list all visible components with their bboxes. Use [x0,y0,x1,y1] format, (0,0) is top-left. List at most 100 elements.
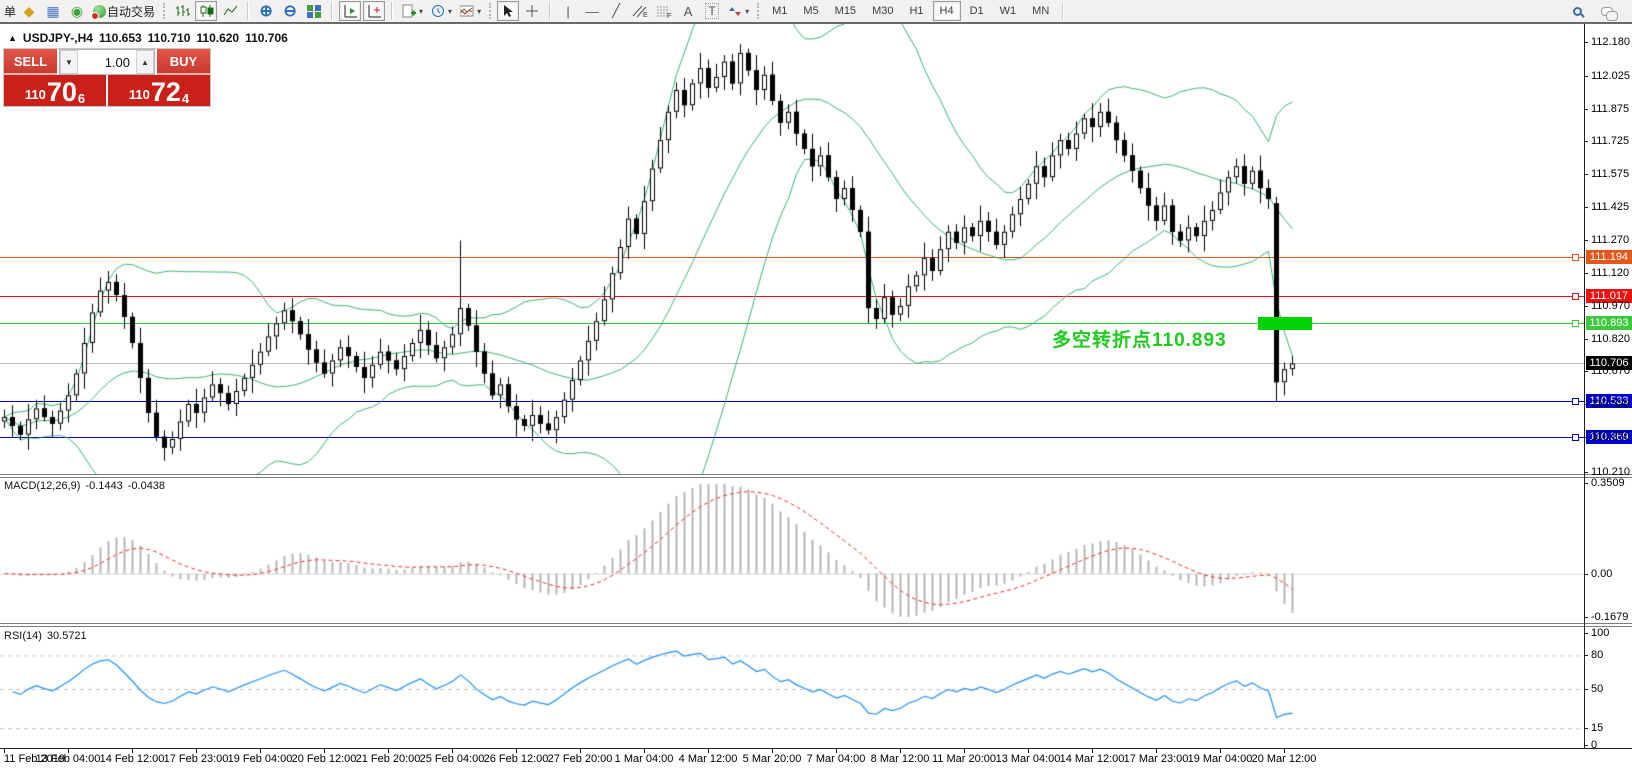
bar-chart-button[interactable] [171,1,193,21]
zoom-out-button[interactable]: ⊖ [279,1,301,21]
periods-button[interactable]: ▾ [428,1,455,21]
text-button[interactable]: A [677,1,699,21]
autoscroll-button[interactable] [339,1,362,21]
new-order-clipped-label[interactable]: 单 [4,4,17,19]
price-tag-110.893[interactable]: 110.893 [1586,316,1632,330]
rsi-axis-label: 0 [1591,739,1598,751]
toolbar-separator [549,2,552,20]
macd-pane-canvas[interactable] [0,477,1584,623]
chart-shift-icon [368,5,381,18]
fibonacci-button[interactable]: F [653,1,675,21]
triangle-up-icon: ▲ [8,33,17,43]
tile-windows-button[interactable] [303,1,325,21]
price-axis-border [1584,24,1585,748]
timeframe-d1-button[interactable]: D1 [969,5,984,17]
price-axis-tick [1584,472,1588,473]
chat-button[interactable] [1596,1,1618,21]
timeframe-h1-button[interactable]: H1 [909,5,924,17]
price-tag-111.194[interactable]: 111.194 [1586,250,1632,264]
pane-separator[interactable] [0,474,1632,478]
bar-high-value: 110.710 [147,31,191,45]
new-chart-button[interactable]: ▾ [399,1,426,21]
price-tag-110.706[interactable]: 110.706 [1586,356,1632,370]
channel-button[interactable]: E [629,1,651,21]
new-order-button[interactable]: ◆ [18,1,40,21]
buy-button[interactable]: BUY [157,49,210,75]
buy-big-figure: 110 [128,87,150,102]
macd-main-value: -0.1443 [85,480,123,492]
cursor-button[interactable] [497,1,520,21]
sell-button[interactable]: SELL [4,49,57,75]
indicators-button[interactable]: ▾ [457,1,484,21]
rsi-pane-canvas[interactable] [0,627,1584,748]
rsi-axis-tick [1584,689,1588,690]
timeframe-w1-button[interactable]: W1 [999,5,1017,17]
toolbar-separator [1062,2,1065,20]
timeframe-m30-button[interactable]: M30 [872,5,894,17]
chat-icon [1601,6,1618,21]
turning-point-annotation[interactable]: 多空转折点110.893 [1052,330,1227,351]
timeframe-mn-button[interactable]: MN [1032,5,1050,17]
navigator-button[interactable]: ◉ [66,1,88,21]
price-axis-label: 111.270 [1591,234,1630,247]
timeframe-m1-button[interactable]: M1 [772,5,788,17]
candlestick-chart-button[interactable] [195,1,218,21]
price-tag-110.533[interactable]: 110.533 [1586,394,1632,408]
price-axis-tick [1584,437,1588,438]
time-axis-label: 27 Feb 20:00 [547,753,613,765]
volume-increase-button[interactable]: ▲ [136,50,154,74]
candlestick-icon [200,5,214,17]
pane-separator[interactable] [0,623,1632,627]
line-end-marker[interactable] [1572,293,1579,300]
volume-decrease-button[interactable]: ▼ [60,50,78,74]
crosshair-button[interactable] [521,1,543,21]
price-tag-111.017[interactable]: 111.017 [1586,289,1632,303]
time-axis-tick [644,748,645,753]
channel-icon: E [632,5,648,18]
price-axis-tick [1584,240,1588,241]
macd-axis-label: 0.00 [1591,567,1613,580]
volume-input[interactable]: 1.00 [104,54,130,70]
search-button[interactable] [1566,1,1588,21]
bar-close-value: 110.706 [245,31,288,45]
timeframe-m5-button[interactable]: M5 [803,5,819,17]
zoom-in-button[interactable]: ⊕ [255,1,277,21]
text-label-button[interactable]: T [701,1,723,21]
trendline-button[interactable]: ╱ [605,1,627,21]
macd-name: MACD(12,26,9) [4,480,81,492]
line-end-marker[interactable] [1572,434,1579,441]
chart-shift-button[interactable] [363,1,386,21]
toolbar-grip [163,3,166,19]
price-axis-label: 110.820 [1591,332,1630,345]
rsi-axis-label: 100 [1591,627,1610,639]
price-tag-110.369[interactable]: 110.369 [1586,430,1632,444]
arrows-button[interactable]: ▾ [725,1,752,21]
sell-price-display[interactable]: 110 70 6 [4,75,106,106]
charts-window-button[interactable]: ▦ [42,1,64,21]
price-chart-canvas[interactable] [0,24,1584,474]
vertical-line-button[interactable]: | [557,1,579,21]
crosshair-icon [526,5,539,17]
price-axis-label: 112.180 [1591,36,1630,48]
price-axis-tick [1584,42,1588,43]
line-end-marker[interactable] [1572,320,1579,327]
line-chart-icon [223,5,237,16]
buy-price-display[interactable]: 110 72 4 [108,75,210,106]
time-axis-tick [4,748,5,753]
line-chart-button[interactable] [219,1,241,21]
autotrading-button[interactable]: 自动交易 [90,1,158,21]
horizontal-line-button[interactable]: — [581,1,603,21]
time-axis-tick [964,748,965,753]
line-end-marker[interactable] [1572,254,1579,261]
text-label-icon: T [705,3,719,19]
svg-text:E: E [643,12,648,18]
macd-axis-tick [1584,617,1588,618]
time-axis-tick [260,748,261,753]
timeframe-h4-button[interactable]: H4 [932,1,961,21]
timeframe-m15-button[interactable]: M15 [834,5,857,17]
time-axis-tick [1220,748,1221,753]
chevron-down-icon: ▾ [419,6,424,16]
time-axis-label: 8 Mar 12:00 [870,753,930,765]
line-end-marker[interactable] [1572,398,1579,405]
turning-point-highlight-rect[interactable] [1258,317,1312,330]
